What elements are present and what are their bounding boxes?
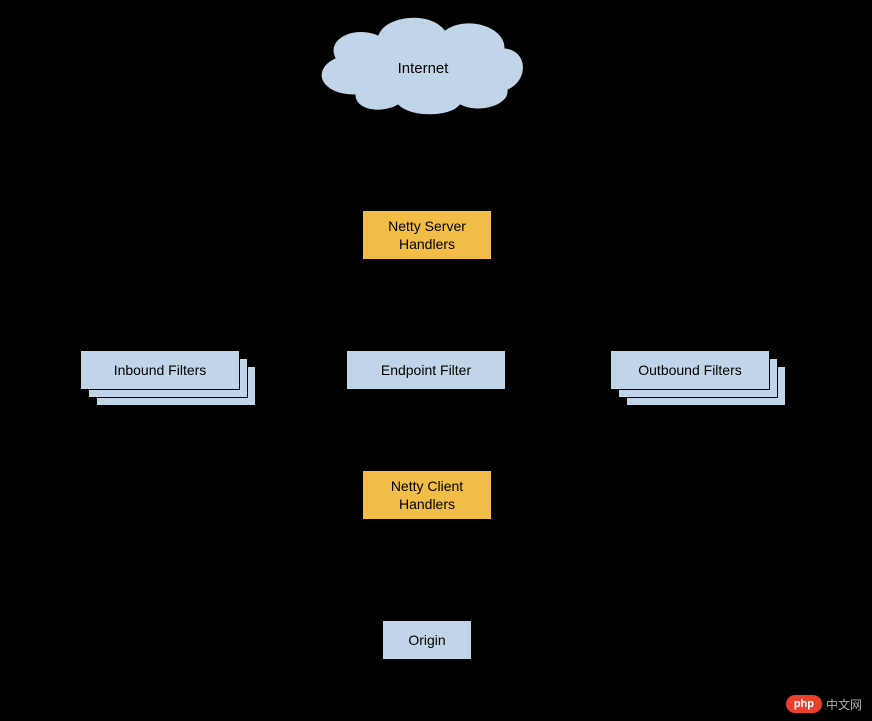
origin-node: Origin bbox=[382, 620, 472, 660]
edge-outbound-nettyserver bbox=[494, 235, 690, 348]
edge-nettyserver-inbound bbox=[160, 235, 362, 348]
outbound-filters-node: Outbound Filters bbox=[610, 350, 770, 390]
watermark-badge: php bbox=[786, 695, 822, 713]
endpoint-filter-label: Endpoint Filter bbox=[381, 361, 471, 379]
internet-node-label: Internet bbox=[328, 60, 518, 77]
origin-label: Origin bbox=[408, 631, 445, 649]
endpoint-filter-node: Endpoint Filter bbox=[346, 350, 506, 390]
inbound-filters-node: Inbound Filters bbox=[80, 350, 240, 390]
watermark-text: 中文网 bbox=[826, 696, 862, 713]
netty-client-node: Netty ClientHandlers bbox=[362, 470, 492, 520]
architecture-diagram: Internet Netty ServerHandlers Inbound Fi… bbox=[0, 0, 872, 721]
netty-client-label: Netty ClientHandlers bbox=[391, 477, 463, 513]
inbound-filters-label: Inbound Filters bbox=[114, 361, 207, 379]
watermark: php 中文网 bbox=[786, 695, 862, 713]
outbound-filters-label: Outbound Filters bbox=[638, 361, 742, 379]
netty-server-node: Netty ServerHandlers bbox=[362, 210, 492, 260]
netty-server-label: Netty ServerHandlers bbox=[388, 217, 466, 253]
